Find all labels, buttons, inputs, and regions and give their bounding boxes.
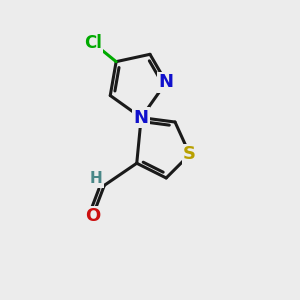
Text: S: S xyxy=(183,146,196,164)
Text: N: N xyxy=(159,73,174,91)
Text: Cl: Cl xyxy=(84,34,101,52)
Text: N: N xyxy=(134,109,149,127)
Text: H: H xyxy=(90,171,103,186)
Text: O: O xyxy=(85,207,100,225)
